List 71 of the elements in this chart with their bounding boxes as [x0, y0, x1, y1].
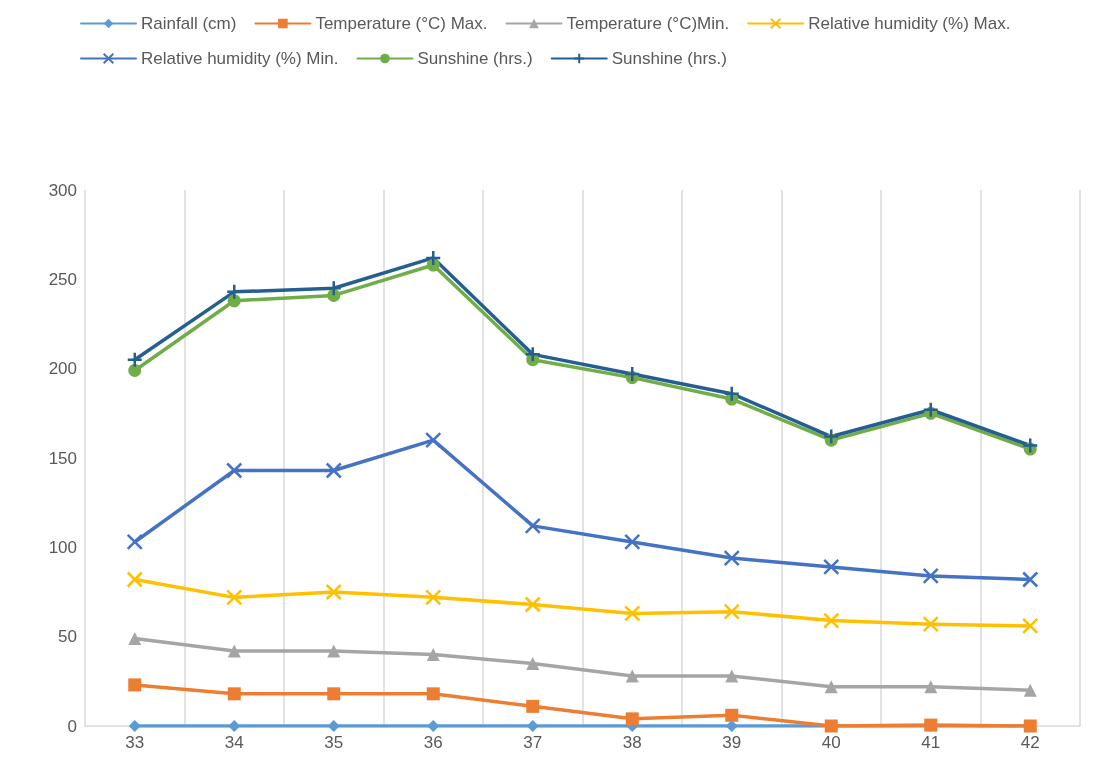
- point: [327, 687, 341, 701]
- point: [327, 644, 341, 658]
- point: [524, 517, 541, 535]
- y-tick-label: 250: [48, 269, 77, 289]
- y-tick-label: 100: [48, 537, 77, 557]
- point: [128, 678, 142, 692]
- point: [226, 462, 243, 479]
- legend-label: Sunshine (hrs.): [611, 49, 727, 68]
- point: [128, 363, 142, 377]
- x-tick-label: 37: [523, 733, 543, 752]
- x-tick-label: 41: [921, 733, 941, 752]
- point: [524, 346, 541, 363]
- point: [723, 549, 740, 567]
- point: [922, 567, 939, 585]
- x-tick-label: 40: [821, 733, 841, 752]
- point: [526, 656, 540, 670]
- point: [126, 571, 143, 588]
- x-tick-label: 34: [224, 733, 244, 752]
- point: [325, 583, 342, 601]
- point: [425, 431, 442, 449]
- point: [823, 428, 840, 445]
- point: [227, 687, 241, 701]
- point: [725, 708, 739, 722]
- legend-label: Relative humidity (%) Max.: [808, 14, 1011, 33]
- legend-label: Rainfall (cm): [141, 14, 237, 33]
- y-tick-label: 150: [48, 448, 77, 468]
- point: [625, 669, 639, 683]
- point: [624, 533, 641, 551]
- y-tick-label: 200: [48, 359, 77, 379]
- point: [1023, 683, 1037, 697]
- point: [226, 589, 243, 606]
- y-tick-label: 300: [48, 180, 77, 200]
- point: [824, 680, 838, 694]
- point: [723, 385, 740, 402]
- x-tick-label: 35: [324, 733, 344, 752]
- point: [426, 687, 440, 701]
- point: [426, 648, 440, 662]
- point: [922, 615, 939, 633]
- point: [625, 712, 639, 726]
- point: [1022, 437, 1039, 454]
- x-tick-label: 42: [1020, 733, 1040, 752]
- point: [624, 365, 641, 383]
- legend-label: Relative humidity (%) Min.: [141, 49, 339, 68]
- point: [128, 631, 142, 645]
- point: [1022, 617, 1039, 635]
- legend-label: Sunshine (hrs.): [417, 49, 533, 68]
- point: [723, 603, 740, 620]
- point: [823, 612, 840, 629]
- point: [725, 669, 739, 683]
- point: [425, 589, 442, 606]
- point: [823, 558, 840, 576]
- point: [924, 680, 938, 694]
- point: [526, 699, 540, 713]
- legend-label: Temperature (°C) Max.: [315, 14, 488, 33]
- x-tick-label: 39: [722, 733, 742, 752]
- y-tick-label: 50: [58, 627, 77, 647]
- x-tick-label: 33: [125, 733, 145, 752]
- point: [1022, 571, 1039, 588]
- point: [126, 351, 143, 368]
- point: [922, 401, 939, 419]
- legend-label: Temperature (°C)Min.: [566, 14, 730, 33]
- point: [128, 720, 141, 732]
- point: [325, 462, 342, 479]
- x-tick-label: 36: [423, 733, 443, 752]
- point: [126, 533, 143, 551]
- point: [425, 249, 442, 267]
- x-tick-label: 38: [622, 733, 642, 752]
- y-tick-label: 0: [67, 716, 77, 736]
- point: [624, 605, 641, 622]
- point: [524, 596, 541, 613]
- point: [227, 644, 241, 658]
